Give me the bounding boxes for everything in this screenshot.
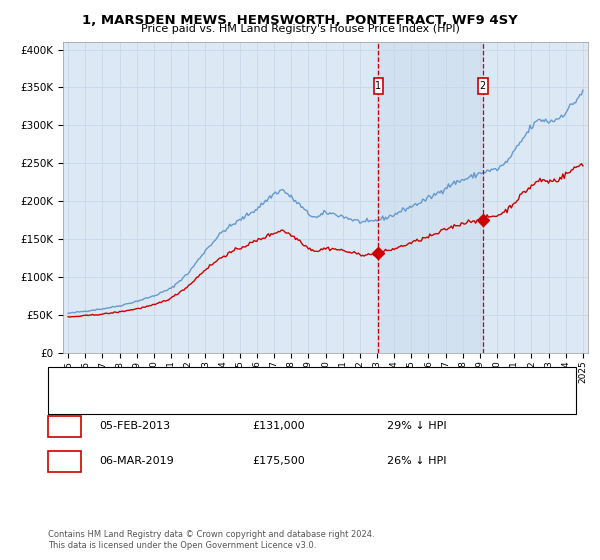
Text: 2: 2 xyxy=(480,81,486,91)
Text: 26% ↓ HPI: 26% ↓ HPI xyxy=(387,456,446,466)
Text: 1, MARSDEN MEWS, HEMSWORTH, PONTEFRACT, WF9 4SY: 1, MARSDEN MEWS, HEMSWORTH, PONTEFRACT, … xyxy=(82,14,518,27)
Bar xyxy=(478,78,488,94)
Text: This data is licensed under the Open Government Licence v3.0.: This data is licensed under the Open Gov… xyxy=(48,541,316,550)
Text: 1, MARSDEN MEWS, HEMSWORTH, PONTEFRACT, WF9 4SY (detached house): 1, MARSDEN MEWS, HEMSWORTH, PONTEFRACT, … xyxy=(90,374,464,384)
Text: ———: ——— xyxy=(54,372,77,386)
Text: HPI: Average price, detached house, Wakefield: HPI: Average price, detached house, Wake… xyxy=(90,394,318,404)
Text: 06-MAR-2019: 06-MAR-2019 xyxy=(99,456,174,466)
Text: 05-FEB-2013: 05-FEB-2013 xyxy=(99,421,170,431)
Bar xyxy=(374,78,383,94)
Text: 29% ↓ HPI: 29% ↓ HPI xyxy=(387,421,446,431)
Text: 2: 2 xyxy=(61,456,68,466)
Text: ———: ——— xyxy=(54,392,77,405)
Text: Contains HM Land Registry data © Crown copyright and database right 2024.: Contains HM Land Registry data © Crown c… xyxy=(48,530,374,539)
Text: Price paid vs. HM Land Registry's House Price Index (HPI): Price paid vs. HM Land Registry's House … xyxy=(140,24,460,34)
Text: £131,000: £131,000 xyxy=(252,421,305,431)
Text: £175,500: £175,500 xyxy=(252,456,305,466)
Text: 1: 1 xyxy=(375,81,382,91)
Text: 1: 1 xyxy=(61,421,68,431)
Bar xyxy=(379,42,483,353)
